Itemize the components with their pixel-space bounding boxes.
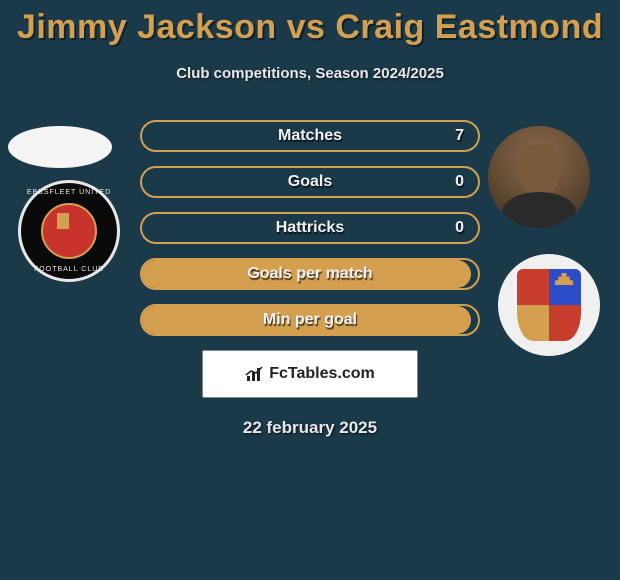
stat-label: Goals — [288, 173, 332, 191]
player-right-avatar — [488, 126, 590, 228]
stat-rows: Matches 7 Goals 0 Hattricks 0 Goals per match M… — [140, 120, 480, 336]
source-logo-text: FcTables.com — [269, 365, 375, 383]
subtitle: Club competitions, Season 2024/2025 — [0, 65, 620, 82]
stat-row: Matches 7 — [140, 120, 480, 152]
stat-value-right: 7 — [455, 127, 464, 145]
page-title: Jimmy Jackson vs Craig Eastmond — [0, 0, 620, 47]
stat-label: Hattricks — [276, 219, 344, 237]
player-left-avatar — [8, 126, 112, 168]
chart-icon — [245, 366, 265, 382]
club-left-badge-text-top: EBBSFLEET UNITED — [21, 189, 117, 196]
stat-label: Min per goal — [263, 311, 357, 329]
stat-row: Goals 0 — [140, 166, 480, 198]
club-right-shield — [517, 269, 581, 341]
stat-label: Goals per match — [247, 265, 372, 283]
stat-row: Goals per match — [140, 258, 480, 290]
source-logo-box: FcTables.com — [202, 350, 418, 398]
club-right-badge — [498, 254, 600, 356]
stat-row: Min per goal — [140, 304, 480, 336]
stat-value-right: 0 — [455, 173, 464, 191]
club-left-badge: EBBSFLEET UNITED FOOTBALL CLUB — [18, 180, 120, 282]
club-left-badge-text-bot: FOOTBALL CLUB — [21, 266, 117, 273]
date-text: 22 february 2025 — [0, 418, 620, 438]
stat-row: Hattricks 0 — [140, 212, 480, 244]
stat-label: Matches — [278, 127, 342, 145]
club-left-badge-inner — [41, 203, 97, 259]
comparison-panel: EBBSFLEET UNITED FOOTBALL CLUB Matches 7 G… — [0, 120, 620, 438]
stat-value-right: 0 — [455, 219, 464, 237]
